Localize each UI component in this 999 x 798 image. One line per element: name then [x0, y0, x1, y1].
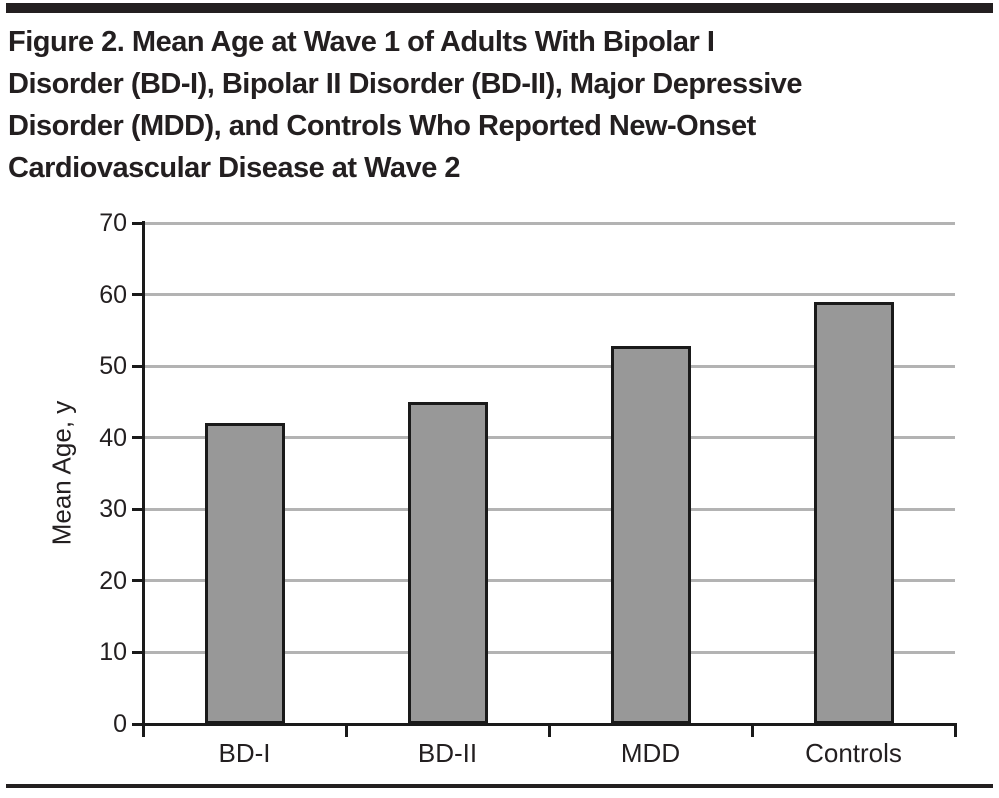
figure-title-line: Cardiovascular Disease at Wave 2: [8, 152, 461, 184]
top-rule: [6, 3, 993, 13]
y-tick-label: 0: [113, 710, 127, 738]
x-category-label: BD-II: [417, 738, 478, 768]
y-axis-tick: [132, 293, 144, 297]
x-category-label: Controls: [805, 738, 902, 768]
bottom-rule: [6, 784, 993, 788]
x-axis-tick: [344, 725, 348, 737]
y-tick-label: 60: [99, 280, 127, 309]
x-axis-tick: [547, 725, 551, 737]
y-axis-title: Mean Age, y: [46, 400, 77, 546]
figure-title-line: Disorder (BD-I), Bipolar II Disorder (BD…: [8, 68, 803, 100]
x-axis-tick: [953, 725, 957, 737]
bar-mdd: [610, 346, 691, 724]
y-tick-label: 40: [99, 423, 127, 452]
y-gridline: [143, 436, 955, 440]
y-gridline: [143, 650, 955, 654]
y-gridline: [143, 507, 955, 511]
y-tick-label: 50: [99, 352, 127, 381]
bar-bd-ii: [407, 401, 488, 724]
x-axis-tick: [750, 725, 754, 737]
figure-title: Figure 2. Mean Age at Wave 1 of Adults W…: [8, 21, 993, 189]
y-axis-tick: [132, 221, 144, 225]
y-axis-tick: [132, 507, 144, 511]
x-category-label: MDD: [620, 738, 681, 768]
y-tick-label: 20: [99, 566, 127, 595]
figure-title-line: Disorder (MDD), and Controls Who Reporte…: [8, 110, 756, 142]
y-axis-tick: [132, 364, 144, 368]
bar-bd-i: [204, 423, 285, 724]
x-axis-line: [141, 722, 957, 726]
y-axis-tick: [132, 722, 144, 726]
x-category-label: BD-I: [218, 738, 271, 768]
y-gridline: [143, 293, 955, 297]
y-gridline: [143, 579, 955, 583]
y-tick-label: 10: [99, 638, 127, 667]
y-axis-line: [141, 221, 145, 737]
figure-title-line: Figure 2. Mean Age at Wave 1 of Adults W…: [8, 26, 715, 58]
y-axis-tick: [132, 436, 144, 440]
y-tick-label: 30: [99, 495, 127, 524]
bar-controls: [813, 301, 894, 724]
y-axis-tick: [132, 650, 144, 654]
y-tick-label: 70: [99, 209, 127, 237]
y-gridline: [143, 221, 955, 225]
y-gridline: [143, 364, 955, 368]
y-axis-tick: [132, 579, 144, 583]
